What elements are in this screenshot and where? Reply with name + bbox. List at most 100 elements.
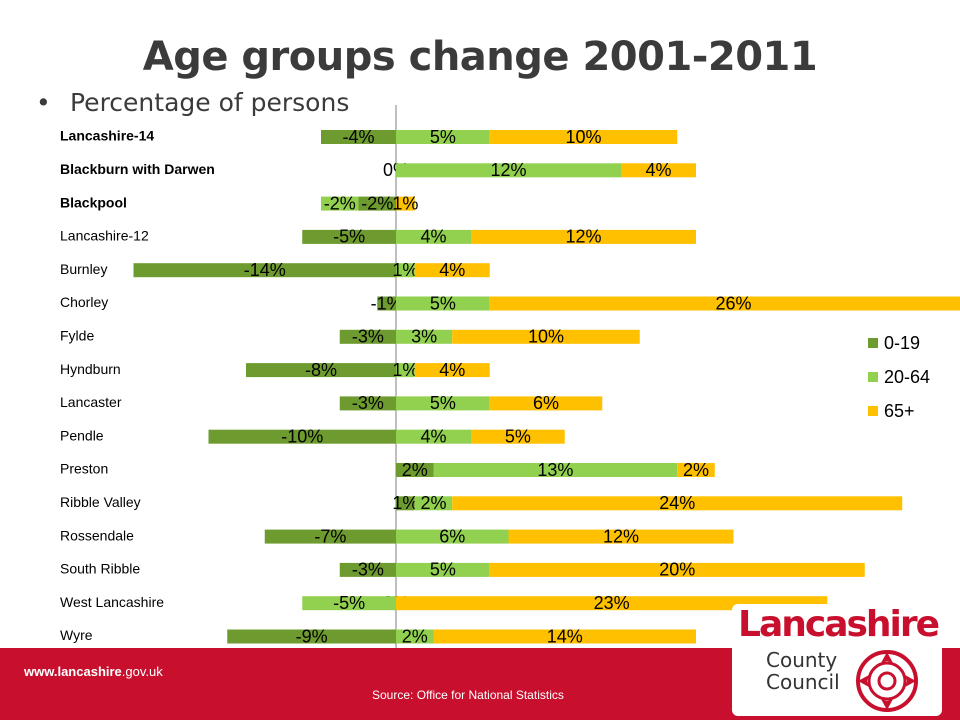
- legend-label: 0-19: [884, 333, 920, 353]
- data-label: -14%: [244, 260, 286, 280]
- data-label: 4%: [439, 260, 465, 280]
- bar-65+: [489, 296, 960, 311]
- data-label: -5%: [333, 227, 365, 247]
- data-label: -3%: [352, 327, 384, 347]
- bar-20-64: [396, 429, 471, 444]
- footer-url-main: www.lancashire: [24, 664, 122, 679]
- bar-20-64: [396, 296, 490, 311]
- footer-url-domain: .gov.uk: [121, 664, 163, 679]
- category-label: Fylde: [60, 328, 94, 344]
- data-label: -10%: [281, 426, 323, 446]
- data-label: 4%: [439, 360, 465, 380]
- data-label: 5%: [430, 127, 456, 147]
- bar-20-64: [321, 196, 359, 211]
- data-label: 4%: [645, 160, 671, 180]
- category-label: Lancaster: [60, 394, 122, 410]
- bar-0-19: [321, 130, 396, 144]
- category-label: West Lancashire: [60, 594, 164, 610]
- data-label: 5%: [430, 293, 456, 313]
- bullet-icon: •: [36, 88, 51, 117]
- legend-label: 65+: [884, 401, 915, 421]
- data-label: 4%: [420, 227, 446, 247]
- bar-65+: [677, 463, 715, 477]
- data-label: -2%: [324, 193, 356, 213]
- data-label: 10%: [528, 327, 564, 347]
- data-label: 20%: [659, 560, 695, 580]
- bar-0-19: [396, 463, 434, 477]
- bar-0-19: [358, 196, 396, 211]
- data-label: 13%: [537, 460, 573, 480]
- bar-20-64: [396, 163, 621, 178]
- source-note: Source: Office for National Statistics: [372, 688, 564, 702]
- data-label: 6%: [533, 393, 559, 413]
- bar-0-19: [208, 429, 396, 444]
- logo-wordmark: Lancashire: [738, 604, 940, 645]
- bar-65+: [396, 196, 415, 211]
- data-label: -9%: [296, 626, 328, 646]
- logo-council: Council: [766, 670, 840, 694]
- bar-20-64: [396, 363, 415, 378]
- bar-65+: [621, 163, 696, 178]
- category-label: Lancashire-14: [60, 128, 154, 144]
- data-label: -1%: [371, 293, 403, 313]
- bar-20-64: [396, 229, 471, 244]
- bar-20-64: [396, 396, 490, 411]
- data-label: 3%: [411, 327, 437, 347]
- bar-65+: [489, 396, 603, 411]
- subtitle-text: Percentage of persons: [70, 88, 350, 117]
- bar-65+: [452, 496, 903, 511]
- bar-65+: [489, 562, 865, 577]
- legend-label: 20-64: [884, 367, 930, 387]
- data-label: -8%: [305, 360, 337, 380]
- bar-20-64: [414, 496, 453, 511]
- data-label: 24%: [659, 493, 695, 513]
- data-label: -7%: [314, 526, 346, 546]
- data-label: 1%: [392, 260, 418, 280]
- data-label: 2%: [420, 493, 446, 513]
- data-label: 2%: [402, 460, 428, 480]
- bar-20-64: [396, 263, 415, 278]
- data-label: 23%: [594, 593, 630, 613]
- bar-65+: [471, 429, 565, 444]
- bar-0-19: [339, 562, 396, 577]
- bar-20-64: [396, 329, 453, 344]
- bar-65+: [396, 596, 828, 611]
- legend-swatch-65+: [868, 406, 878, 416]
- legend-swatch-0-19: [868, 338, 878, 348]
- bar-20-64: [396, 562, 490, 577]
- category-label: Hyndburn: [60, 361, 121, 377]
- bar-65+: [489, 130, 678, 144]
- bar-65+: [508, 529, 734, 544]
- footer-link[interactable]: www.lancashire.gov.uk: [24, 664, 163, 679]
- data-label: 12%: [603, 526, 639, 546]
- bar-0-19: [264, 529, 396, 544]
- legend-swatch-20-64: [868, 372, 878, 382]
- bar-0-19: [133, 263, 396, 278]
- data-label: 2%: [683, 460, 709, 480]
- data-label: 12%: [565, 227, 601, 247]
- bar-65+: [414, 263, 490, 278]
- data-label: 12%: [490, 160, 526, 180]
- data-label: 5%: [505, 426, 531, 446]
- category-label: Burnley: [60, 261, 107, 277]
- bar-0-19: [396, 496, 415, 511]
- data-label: 1%: [392, 360, 418, 380]
- bar-20-64: [396, 130, 490, 144]
- data-label: -2%: [361, 193, 393, 213]
- logo-county: County: [766, 648, 838, 672]
- bar-65+: [433, 629, 696, 644]
- category-label: Blackpool: [60, 194, 127, 210]
- bar-0-19: [227, 629, 396, 644]
- red-rose-icon: [856, 650, 918, 712]
- category-label: Blackburn with Darwen: [60, 161, 215, 177]
- bar-20-64: [433, 463, 678, 477]
- bar-0-19: [377, 296, 396, 311]
- subtitle: • Percentage of persons: [36, 88, 349, 117]
- category-label: Rossendale: [60, 527, 134, 543]
- bar-65+: [414, 363, 490, 378]
- data-label: 4%: [420, 426, 446, 446]
- category-label: Lancashire-12: [60, 228, 149, 244]
- bar-20-64: [396, 629, 434, 644]
- data-label: 26%: [715, 293, 751, 313]
- data-label: -3%: [352, 393, 384, 413]
